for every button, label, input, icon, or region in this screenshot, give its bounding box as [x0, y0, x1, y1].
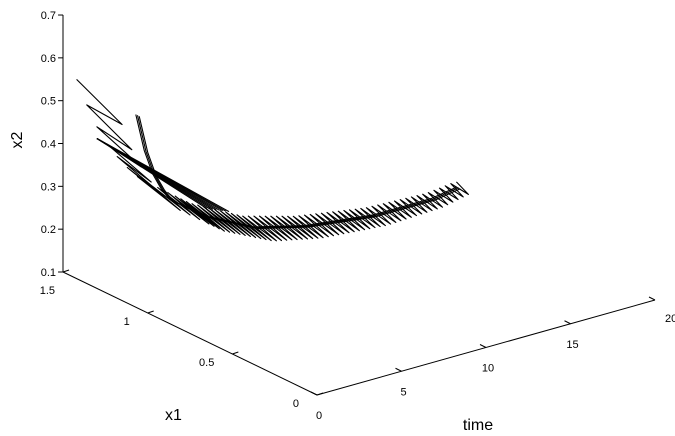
- x1-tick-label: 0: [293, 398, 299, 410]
- x1-tick-mark: [62, 269, 70, 273]
- ticks-group: 0.1 0.2 0.3 0.4 0.5 0.6 0.7 0 0.5 1 1.5 0 5 10 15 20: [40, 10, 675, 422]
- x2-tick-label: 0.1: [41, 267, 56, 279]
- x1-tick-mark: [147, 310, 154, 314]
- time-tick-label: 5: [400, 386, 406, 398]
- x2-tick-label: 0.4: [41, 139, 56, 151]
- time-tick-label: 10: [482, 363, 494, 375]
- time-tick-mark: [395, 367, 402, 372]
- x1-tick-mark: [232, 351, 239, 355]
- x2-tick-label: 0.7: [41, 10, 56, 22]
- zigzag-trajectory: [76, 79, 469, 242]
- time-tick-label: 15: [566, 339, 578, 351]
- x1-tick-mark: [316, 392, 324, 396]
- x2-tick-label: 0.3: [41, 181, 56, 193]
- time-tick-mark: [564, 320, 571, 325]
- x2-tick-label: 0.5: [41, 96, 56, 108]
- x1-tick-label: 1.5: [40, 285, 55, 297]
- time-tick-label: 20: [665, 313, 675, 325]
- time-tick-label: 0: [316, 410, 322, 422]
- x2-tick-label: 0.2: [41, 224, 56, 236]
- x1-tick-label: 1: [124, 316, 130, 328]
- trajectories-group: [76, 79, 469, 242]
- x1-tick-label: 0.5: [199, 357, 214, 369]
- time-tick-mark: [479, 344, 487, 348]
- x1-axis-line: [62, 271, 318, 396]
- time-tick-mark: [310, 391, 318, 396]
- time-axis-title: time: [463, 417, 493, 434]
- x1-axis-title: x1: [165, 407, 182, 424]
- fan-trajectory-line: [96, 138, 230, 213]
- x2-axis-title: x2: [9, 131, 26, 148]
- x2-tick-label: 0.6: [41, 53, 56, 65]
- time-tick-mark: [648, 296, 656, 301]
